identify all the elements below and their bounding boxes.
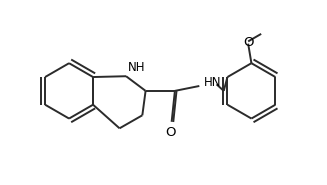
- Text: NH: NH: [128, 61, 145, 74]
- Text: HN: HN: [204, 76, 222, 89]
- Text: O: O: [243, 36, 253, 48]
- Text: O: O: [165, 126, 175, 139]
